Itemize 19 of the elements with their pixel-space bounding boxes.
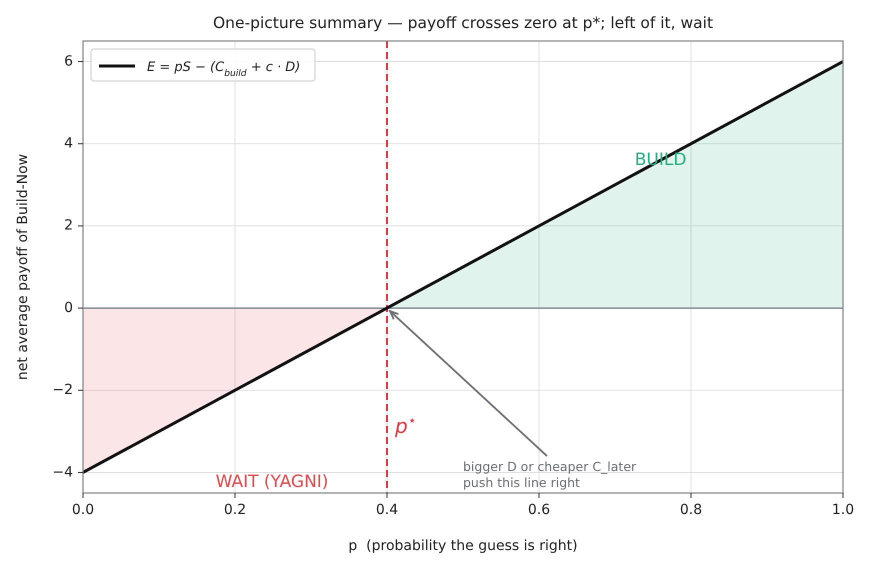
y-tick-label: −2	[52, 382, 73, 398]
x-tick-label: 0.8	[680, 502, 702, 518]
ref-line-label: p$^{⋆}$	[394, 413, 416, 438]
y-tick-label: 0	[64, 300, 73, 316]
x-tick-label: 1.0	[832, 502, 854, 518]
annotation: bigger D or cheaper C_later push this line right	[463, 459, 638, 490]
x-tick-label: 0.0	[72, 502, 94, 518]
y-tick-label: −4	[52, 464, 74, 480]
y-tick-label: 4	[64, 136, 74, 152]
x-tick-label: 0.4	[376, 502, 398, 518]
x-tick-label: 0.6	[528, 502, 550, 518]
legend-label: E = pS − (C$_{build}$ + c · D)	[147, 60, 300, 79]
y-tick-label: 6	[64, 53, 74, 70]
annotation: WAIT (YAGNI)	[216, 472, 328, 492]
x-tick-label: 0.2	[224, 502, 246, 518]
x-axis-title: p (probability the guess is right)	[348, 538, 578, 554]
y-axis-title: net average payoff of Build-Now	[15, 154, 31, 380]
y-tick-label: 2	[64, 218, 73, 234]
chart-title: One-picture summary — payoff crosses zero at p*; left of it, wait	[212, 14, 714, 32]
